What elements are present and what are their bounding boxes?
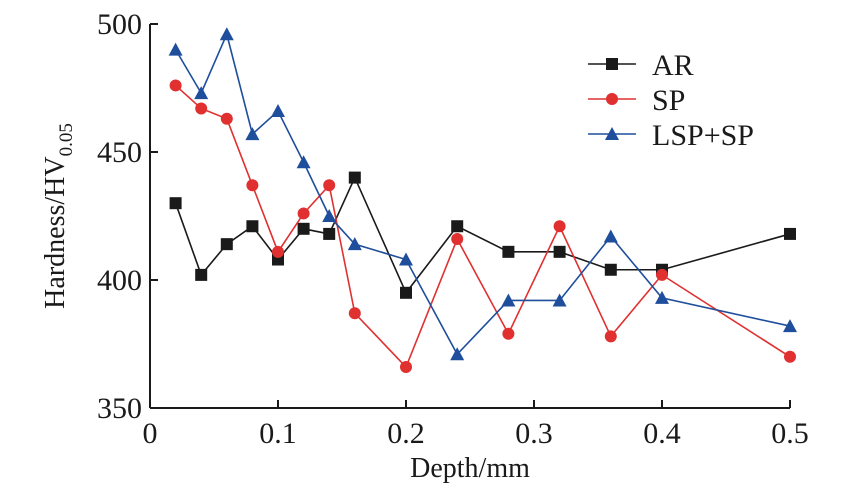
- data-point-sp: [348, 307, 361, 320]
- legend-label-sp: SP: [652, 84, 685, 117]
- x-tick-label: 0.4: [643, 417, 681, 450]
- data-point-lsp-sp: [501, 293, 516, 307]
- y-axis-title-main: Hardness/HV: [40, 156, 71, 308]
- y-tick-label: 500: [97, 8, 142, 41]
- data-point-ar: [502, 245, 515, 258]
- data-point-lsp-sp: [322, 209, 337, 222]
- series-line-lsp-sp: [174, 31, 791, 356]
- data-point-sp: [502, 327, 515, 340]
- y-ticks: 350 400 450 500: [97, 8, 158, 425]
- data-point-sp: [451, 233, 464, 246]
- series-sp: [169, 79, 796, 374]
- data-point-lsp-sp: [450, 347, 465, 361]
- data-point-ar: [604, 263, 617, 276]
- data-point-ar: [348, 171, 361, 184]
- y-axis-title: Hardness/HV0.05: [40, 123, 77, 309]
- data-point-ar: [246, 220, 259, 233]
- series-layer: [168, 27, 797, 374]
- legend-item-sp: SP: [588, 84, 685, 117]
- data-point-lsp-sp: [655, 290, 669, 304]
- legend-label-lsp-sp: LSP+SP: [652, 119, 754, 152]
- data-point-sp: [784, 350, 796, 363]
- data-point-sp: [604, 330, 617, 343]
- y-tick-label: 350: [97, 392, 142, 425]
- data-point-lsp-sp: [552, 293, 567, 307]
- data-point-ar: [220, 238, 233, 251]
- data-point-sp: [246, 179, 259, 192]
- y-tick-label: 450: [97, 136, 142, 169]
- y-axis-title-subscript: 0.05: [56, 123, 77, 156]
- data-point-lsp-sp: [271, 104, 285, 118]
- legend-item-ar: AR: [588, 49, 694, 82]
- data-point-lsp-sp: [245, 127, 260, 141]
- data-point-lsp-sp: [194, 86, 209, 100]
- x-tick-label: 0.3: [515, 417, 553, 450]
- data-point-lsp-sp: [296, 155, 311, 169]
- x-tick-label: 0.5: [771, 417, 809, 450]
- data-point-ar: [323, 227, 336, 240]
- data-point-ar: [297, 222, 310, 235]
- legend-item-lsp-sp: LSP+SP: [588, 119, 754, 152]
- data-point-ar: [784, 227, 796, 240]
- legend-marker-lsp-sp: [605, 127, 619, 140]
- data-point-sp: [220, 112, 233, 125]
- data-point-ar: [169, 197, 182, 210]
- data-point-lsp-sp: [219, 27, 234, 41]
- data-point-sp: [297, 207, 310, 220]
- data-point-lsp-sp: [603, 229, 618, 243]
- legend-marker-ar: [606, 58, 618, 70]
- legend-label-ar: AR: [652, 49, 694, 82]
- x-axis-title: Depth/mm: [410, 453, 530, 484]
- data-point-lsp-sp: [399, 252, 413, 266]
- data-point-lsp-sp: [168, 42, 183, 56]
- data-point-sp: [656, 268, 668, 281]
- axes: [149, 24, 790, 409]
- data-point-sp: [323, 179, 336, 192]
- series-ar: [169, 171, 796, 299]
- x-tick-label: 0.1: [259, 417, 297, 450]
- data-point-ar: [195, 268, 208, 281]
- data-point-ar: [451, 220, 464, 233]
- data-point-sp: [553, 220, 566, 233]
- series-line-ar: [174, 175, 791, 295]
- x-tick-label: 0.2: [387, 417, 425, 450]
- x-tick-label: 0: [143, 417, 158, 450]
- data-point-ar: [400, 286, 412, 299]
- data-point-ar: [553, 245, 566, 258]
- data-point-sp: [400, 361, 412, 374]
- data-point-sp: [195, 102, 208, 115]
- data-point-lsp-sp: [783, 319, 797, 333]
- y-tick-label: 400: [97, 264, 142, 297]
- legend-marker-sp: [606, 93, 618, 105]
- series-lsp-sp: [168, 27, 797, 361]
- x-ticks: 0 0.1 0.2 0.3 0.4 0.5: [143, 400, 809, 450]
- data-point-lsp-sp: [347, 237, 362, 251]
- data-point-sp: [169, 79, 182, 92]
- data-point-sp: [272, 245, 284, 258]
